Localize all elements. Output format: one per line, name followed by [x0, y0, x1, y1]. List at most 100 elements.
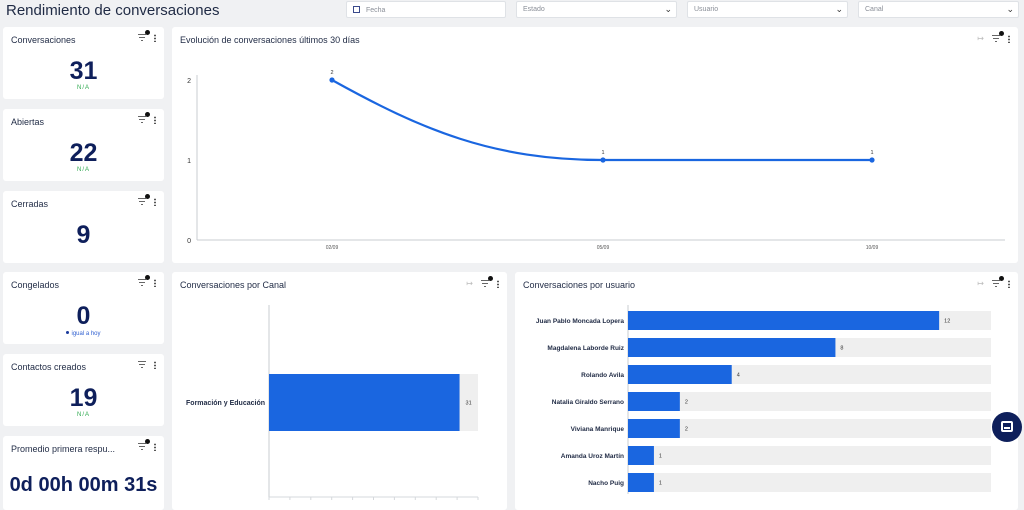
more-options-icon[interactable] [154, 279, 156, 287]
active-filter-dot [488, 275, 493, 281]
bar [269, 374, 460, 431]
active-filter-dot [999, 30, 1004, 36]
date-filter-label: Fecha [366, 7, 386, 14]
channel-chart-card: Conversaciones por Canal ↦ Formación y E… [172, 272, 507, 510]
channel-bar-chart: Formación y Educación 31 [186, 305, 479, 500]
filter-icon[interactable] [138, 439, 150, 451]
chevron-down-icon: ⌄ [1006, 4, 1014, 14]
active-filter-dot [145, 194, 150, 199]
expand-icon[interactable]: ↦ [977, 34, 984, 43]
data-label: 12 [944, 319, 950, 325]
calendar-icon [353, 6, 360, 13]
channel-filter[interactable]: Canal ⌄ [858, 1, 1019, 18]
kpi-subtext: igual a hoy [3, 331, 164, 337]
x-tick-label: 02/09 [326, 245, 339, 251]
data-point [869, 157, 875, 163]
chart-title: Evolución de conversaciones últimos 30 d… [180, 35, 360, 45]
category-label: Amanda Uroz Martín [561, 453, 624, 460]
kpi-title: Promedio primera respu... [11, 444, 116, 454]
active-filter-dot [145, 30, 150, 35]
more-options-icon[interactable] [154, 34, 156, 42]
bar [628, 446, 654, 465]
kpi-title: Contactos creados [11, 362, 87, 372]
kpi-card-abiertas: Abiertas 22 N/A [3, 109, 164, 181]
chat-button[interactable] [992, 412, 1022, 442]
kpi-title: Conversaciones [11, 35, 76, 45]
data-label: 1 [601, 150, 604, 156]
active-filter-dot [145, 112, 150, 117]
state-filter-label: Estado [523, 6, 545, 13]
kpi-subtext: N/A [76, 167, 90, 173]
more-options-icon[interactable] [154, 443, 156, 451]
bar [628, 365, 732, 384]
filter-icon[interactable] [138, 361, 146, 369]
bar-track [628, 392, 991, 411]
bar-track [628, 419, 991, 438]
page-title: Rendimiento de conversaciones [6, 2, 220, 19]
filter-icon[interactable] [992, 30, 1004, 43]
filter-icon[interactable] [138, 275, 150, 287]
kpi-value: 0 [76, 302, 91, 330]
y-tick-label: 2 [187, 78, 191, 85]
user-filter[interactable]: Usuario ⌄ [687, 1, 848, 18]
expand-icon[interactable]: ↦ [977, 279, 984, 288]
bullet-icon [66, 331, 70, 334]
active-filter-dot [999, 275, 1004, 281]
filter-icon[interactable] [138, 112, 150, 124]
kpi-value: 19 [69, 384, 98, 412]
expand-icon[interactable]: ↦ [466, 279, 473, 288]
active-filter-dot [145, 275, 150, 280]
bar [628, 473, 654, 492]
kpi-card-conversaciones: Conversaciones 31 N/A [3, 27, 164, 99]
chevron-down-icon: ⌄ [835, 4, 843, 14]
kpi-title: Abiertas [11, 117, 45, 127]
kpi-subtext-label: igual a hoy [71, 331, 101, 337]
chevron-down-icon: ⌄ [664, 4, 672, 14]
kpi-value: 22 [69, 139, 98, 167]
filter-icon[interactable] [481, 275, 493, 288]
data-label: 8 [840, 346, 843, 352]
filter-icon[interactable] [138, 194, 150, 206]
series-line [331, 79, 872, 162]
line-chart-card: Evolución de conversaciones últimos 30 d… [172, 27, 1018, 263]
more-options-icon[interactable] [154, 198, 156, 206]
category-label: Magdalena Laborde Ruiz [547, 345, 624, 352]
header-bar: Rendimiento de conversaciones Fecha Esta… [0, 0, 1024, 22]
x-tick-label: 10/09 [866, 245, 879, 251]
category-label: Formación y Educación [186, 400, 265, 407]
kpi-card-congelados: Congelados 0 igual a hoy [3, 272, 164, 344]
kpi-card-cerradas: Cerradas 9 [3, 191, 164, 263]
kpi-value: 0d 00h 00m 31s [9, 474, 158, 496]
chart-title: Conversaciones por usuario [523, 280, 636, 290]
data-label: 2 [330, 70, 333, 76]
category-label: Natalia Giraldo Serrano [552, 399, 624, 406]
data-point [600, 157, 606, 163]
kpi-subtext: N/A [76, 85, 90, 91]
category-label: Rolando Avila [581, 372, 624, 379]
data-label: 2 [685, 400, 688, 406]
more-options-icon[interactable] [1008, 34, 1010, 43]
kpi-title: Congelados [11, 280, 60, 290]
more-options-icon[interactable] [154, 116, 156, 124]
active-filter-dot [145, 439, 150, 444]
kpi-value: 9 [76, 221, 91, 249]
date-filter[interactable]: Fecha [346, 1, 506, 18]
kpi-card-promedio: Promedio primera respu... 0d 00h 00m 31s [3, 436, 164, 510]
data-label: 31 [466, 401, 472, 407]
filter-icon[interactable] [992, 275, 1004, 288]
kpi-subtext: N/A [76, 412, 90, 418]
more-options-icon[interactable] [497, 279, 499, 288]
data-label: 1 [870, 150, 873, 156]
filter-icon[interactable] [138, 30, 150, 42]
bar-track [628, 446, 991, 465]
more-options-icon[interactable] [1008, 279, 1010, 288]
line-chart: 0 1 2 02/09 05/09 10/09 2 1 1 [187, 70, 1005, 251]
channel-filter-label: Canal [865, 6, 884, 13]
more-options-icon[interactable] [154, 361, 156, 369]
data-label: 1 [659, 481, 662, 487]
chart-title: Conversaciones por Canal [180, 280, 287, 290]
category-label: Nacho Puig [588, 480, 624, 487]
data-label: 2 [685, 427, 688, 433]
state-filter[interactable]: Estado ⌄ [516, 1, 677, 18]
